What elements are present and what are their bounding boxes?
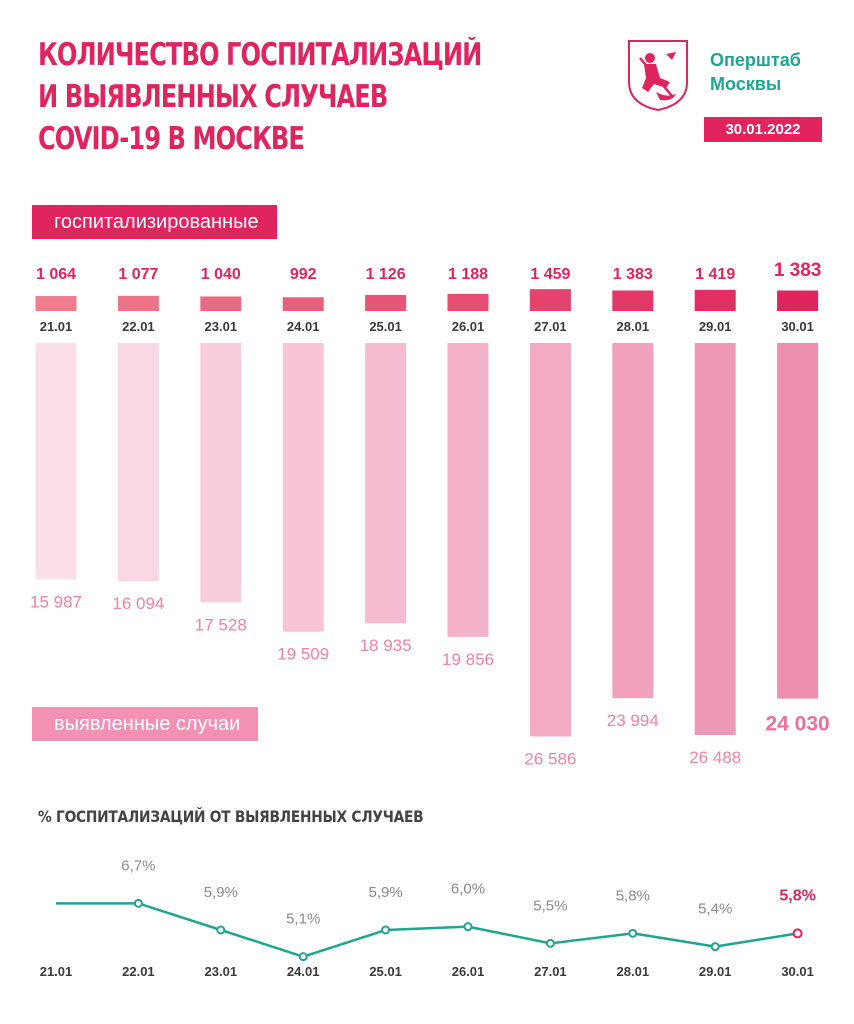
line-date-tick-label: 27.01 (534, 964, 567, 979)
hospitalized-bar (365, 294, 407, 311)
line-date-tick-label: 24.01 (287, 964, 320, 979)
percent-value-label: 5,5% (533, 897, 567, 914)
percent-value-label: 6,7% (121, 857, 155, 874)
cases-value-label: 19 856 (442, 650, 494, 669)
brand-name: Оперштаб Москвы (710, 50, 801, 94)
hospitalized-bar (612, 290, 654, 311)
cases-bar (200, 343, 242, 603)
date-tick-label: 21.01 (40, 319, 73, 334)
date-tick-label: 28.01 (617, 319, 650, 334)
hospitalized-bar (282, 297, 324, 311)
date-tick-label: 23.01 (205, 319, 238, 334)
cases-value-label: 26 488 (689, 748, 741, 767)
cases-label: выявленные случаи (32, 707, 259, 741)
date-tick-label: 27.01 (534, 319, 567, 334)
line-date-tick-label: 30.01 (781, 964, 814, 979)
cases-value-label: 18 935 (360, 636, 412, 655)
hospitalized-value-label: 1 188 (448, 266, 488, 283)
hospitalized-bar (777, 290, 819, 311)
percent-point (463, 922, 473, 932)
line-date-tick-label: 21.01 (40, 964, 73, 979)
cases-value-label: 26 586 (524, 749, 576, 768)
hospitalized-bar (694, 289, 736, 311)
percent-point (133, 898, 143, 908)
date-tick-label: 22.01 (122, 319, 155, 334)
hospitalized-label: госпитализированные (32, 205, 277, 239)
percent-value-label: 5,8% (779, 887, 815, 904)
date-tick-label: 29.01 (699, 319, 732, 334)
line-date-tick-label: 29.01 (699, 964, 732, 979)
cases-bar (282, 343, 324, 632)
line-date-tick-label: 26.01 (452, 964, 485, 979)
cases-value-label: 23 994 (607, 711, 659, 730)
date-tick-label: 26.01 (452, 319, 485, 334)
percent-point (216, 925, 226, 935)
hospitalized-value-label: 1 383 (613, 266, 653, 283)
cases-bar (777, 343, 819, 699)
percent-value-label: 6,0% (451, 881, 485, 898)
date-tick-label: 24.01 (287, 319, 320, 334)
cases-bar (447, 343, 489, 637)
hospitalized-value-label: 1 126 (366, 266, 406, 283)
line-date-tick-label: 22.01 (122, 964, 155, 979)
line-chart-title: % ГОСПИТАЛИЗАЦИЙ ОТ ВЫЯВЛЕННЫХ СЛУЧАЕВ (38, 807, 424, 826)
percent-line (56, 902, 798, 958)
date-badge: 30.01.2022 (704, 117, 822, 142)
hospitalized-value-label: 1 459 (530, 266, 570, 283)
line-date-tick-label: 25.01 (369, 964, 402, 979)
hospitalized-bar (200, 296, 242, 311)
cases-value-label: 16 094 (112, 594, 164, 613)
percent-value-label: 5,8% (616, 887, 650, 904)
cases-bar (529, 343, 571, 737)
percent-value-label: 5,4% (698, 901, 732, 918)
hospitalized-bar (35, 296, 77, 311)
percent-value-label: 5,1% (286, 911, 320, 928)
percent-point (710, 942, 720, 952)
hospitalized-value-label: 992 (290, 266, 317, 283)
cases-bar (365, 343, 407, 624)
date-tick-label: 25.01 (369, 319, 402, 334)
hospitalized-bar (529, 289, 571, 311)
hospitalized-value-label: 1 419 (695, 266, 735, 283)
hospitalized-value-label: 1 077 (118, 266, 158, 283)
line-date-tick-label: 28.01 (617, 964, 650, 979)
cases-bar (694, 343, 736, 736)
hospitalized-bar (447, 293, 489, 311)
cases-bar (117, 343, 159, 582)
line-date-tick-label: 23.01 (205, 964, 238, 979)
cases-bar (612, 343, 654, 699)
percent-point (545, 938, 555, 948)
cases-value-label: 24 030 (765, 713, 829, 736)
hospitalized-value-label: 1 064 (36, 266, 76, 283)
percent-point (628, 928, 638, 938)
date-tick-label: 30.01 (781, 319, 814, 334)
cases-bar (35, 343, 77, 580)
percent-point (381, 925, 391, 935)
cases-value-label: 15 987 (30, 593, 82, 612)
percent-point (792, 928, 803, 939)
percent-value-label: 5,9% (204, 884, 238, 901)
hospitalized-value-label: 1 040 (201, 266, 241, 283)
percent-point (298, 952, 308, 962)
moscow-coat-of-arms-icon (628, 40, 688, 112)
cases-value-label: 17 528 (195, 615, 247, 634)
percent-value-label: 5,9% (368, 884, 402, 901)
cases-value-label: 19 509 (277, 645, 329, 664)
hospitalized-value-label: 1 383 (774, 260, 822, 281)
hospitalized-bar (117, 295, 159, 311)
